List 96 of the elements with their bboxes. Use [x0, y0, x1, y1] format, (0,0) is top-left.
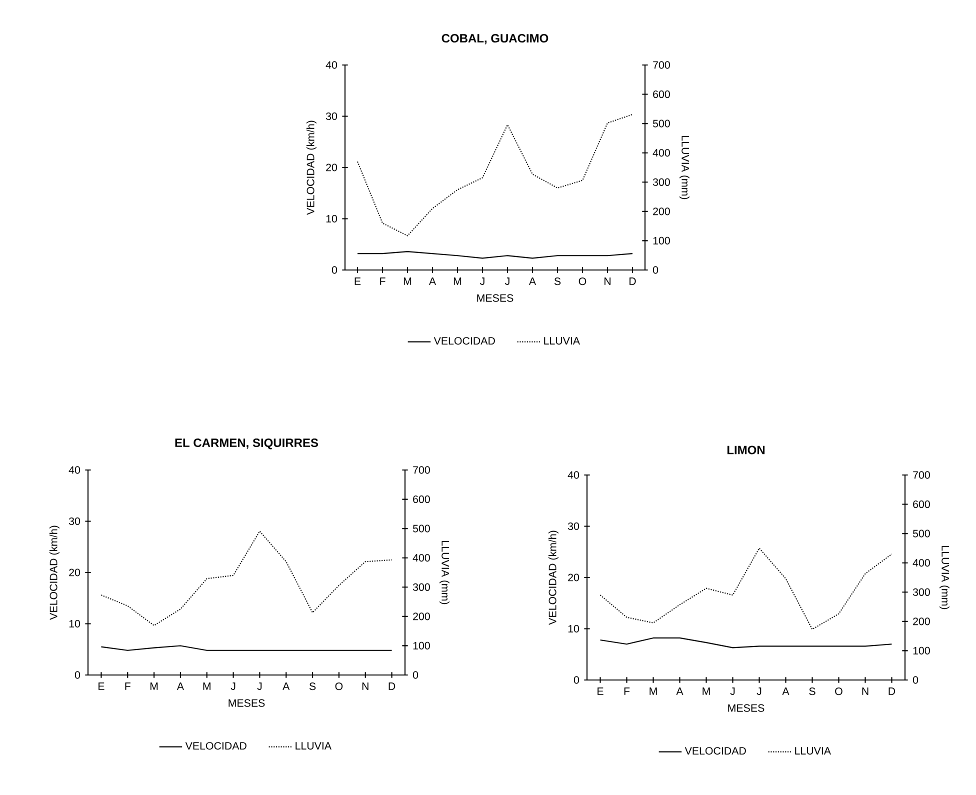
x-tick-label: A [428, 278, 436, 285]
x-tick-label: F [624, 688, 630, 695]
x-axis-title: MESES [228, 699, 265, 707]
y2-tick-label: 200 [413, 612, 430, 620]
y2-tick-label: 0 [652, 266, 658, 274]
y-tick-label: 20 [568, 574, 580, 582]
x-tick-label: D [630, 278, 636, 285]
x-tick-label: J [730, 688, 735, 695]
x-tick-label: J [756, 688, 762, 695]
chart-title: LIMON [727, 446, 765, 454]
x-tick-label: A [782, 688, 790, 695]
y2-tick-label: 700 [413, 466, 430, 474]
x-tick-label: O [335, 682, 343, 690]
x-tick-label: J [257, 682, 262, 690]
line-series [600, 548, 892, 630]
x-tick-label: M [454, 278, 462, 285]
y2-tick-label: 0 [412, 671, 418, 679]
y2-tick-label: 300 [412, 583, 430, 591]
y-tick-label: 0 [574, 676, 580, 684]
x-tick-label: A [676, 688, 684, 695]
y2-tick-label: 100 [413, 642, 430, 650]
y-axis-title: VELOCIDAD (km/h) [306, 120, 316, 215]
y-tick-label: 20 [326, 164, 338, 172]
y2-tick-label: 400 [412, 554, 430, 562]
x-tick-label: M [702, 688, 710, 695]
y2-tick-label: 700 [913, 471, 930, 479]
y-tick-label: 30 [326, 112, 338, 120]
x-axis-title: MESES [728, 704, 764, 712]
legend-label: LLUVIA [544, 337, 580, 345]
legend-label: VELOCIDAD [684, 747, 746, 755]
y2-tick-label: 600 [913, 500, 930, 508]
line-series [356, 114, 634, 236]
x-tick-label: J [480, 278, 484, 285]
y-tick-label: 10 [568, 624, 580, 633]
y2-tick-label: 600 [413, 496, 430, 504]
x-tick-label: A [282, 682, 290, 690]
y-tick-label: 40 [326, 61, 338, 69]
x-tick-label: F [380, 278, 386, 285]
legend-label: VELOCIDAD [434, 337, 495, 345]
x-tick-label: N [604, 278, 610, 285]
x-tick-label: M [150, 682, 158, 690]
x-tick-label: E [354, 278, 361, 285]
y-tick-label: 20 [69, 568, 80, 576]
y2-tick-label: 500 [412, 524, 430, 532]
y2-tick-label: 100 [913, 646, 930, 654]
y2-tick-label: 0 [912, 676, 918, 684]
x-tick-label: O [835, 688, 842, 696]
y2-tick-label: 600 [653, 90, 670, 98]
y2-tick-label: 200 [913, 618, 930, 626]
y-tick-label: 0 [74, 671, 80, 679]
x-tick-label: N [862, 688, 868, 695]
x-tick-label: S [554, 278, 561, 286]
y2-tick-label: 700 [653, 61, 670, 69]
x-tick-label: M [650, 688, 657, 695]
legend-label: LLUVIA [296, 742, 332, 750]
y-tick-label: 40 [568, 471, 580, 479]
x-tick-label: J [505, 278, 510, 285]
legend-label: VELOCIDAD [185, 742, 246, 750]
y2-tick-label: 500 [912, 530, 930, 538]
x-axis-title: MESES [477, 294, 514, 302]
y2-tick-label: 200 [653, 208, 670, 216]
y-tick-label: 40 [68, 466, 80, 474]
y2-tick-label: 400 [912, 559, 930, 567]
y-axis-title: VELOCIDAD (km/h) [49, 526, 60, 620]
legend-label: LLUVIA [795, 747, 832, 755]
x-tick-label: N [362, 682, 368, 690]
x-tick-label: M [404, 278, 412, 285]
chart-title: COBAL, GUACIMO [442, 34, 548, 44]
x-tick-label: O [578, 278, 586, 286]
chart-title: EL CARMEN, SIQUIRRES [175, 438, 318, 450]
line-series [100, 530, 392, 626]
y2-axis-title: LLUVIA (mm) [680, 136, 690, 200]
x-tick-label: M [203, 682, 210, 690]
y2-tick-label: 300 [912, 588, 930, 596]
y2-axis-title: LLUVIA (mm) [940, 546, 950, 610]
y-axis-title: VELOCIDAD (km/h) [548, 530, 558, 625]
x-tick-label: D [888, 688, 896, 695]
y-tick-label: 10 [69, 620, 80, 628]
x-tick-label: S [809, 688, 816, 696]
x-tick-label: S [309, 682, 316, 690]
x-tick-label: E [598, 688, 604, 695]
y-tick-label: 30 [68, 517, 80, 526]
y-tick-label: 10 [326, 214, 338, 223]
x-tick-label: E [98, 682, 104, 690]
x-tick-label: A [528, 278, 536, 285]
x-tick-label: A [176, 682, 184, 690]
x-tick-label: J [230, 682, 236, 690]
y-tick-label: 0 [332, 266, 338, 274]
y-tick-label: 30 [568, 522, 580, 530]
x-tick-label: D [388, 682, 396, 690]
y2-tick-label: 100 [653, 236, 670, 244]
x-tick-label: F [125, 682, 130, 690]
y2-tick-label: 400 [652, 149, 670, 157]
y2-tick-label: 500 [652, 120, 670, 128]
y2-axis-title: LLUVIA (mm) [440, 541, 450, 604]
y2-tick-label: 300 [652, 178, 670, 186]
